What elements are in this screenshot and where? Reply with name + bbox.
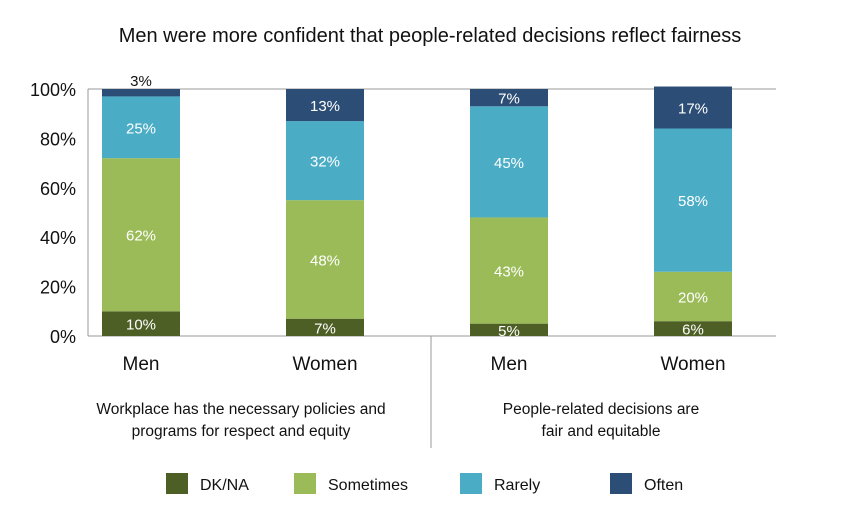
data-label: 3% — [130, 73, 152, 90]
bar-segment — [102, 311, 180, 336]
data-label: 32% — [310, 154, 340, 171]
y-tick-label: 60% — [40, 179, 76, 199]
data-label: 45% — [494, 155, 524, 172]
legend-label: Often — [644, 477, 683, 494]
y-tick-label: 20% — [40, 278, 76, 298]
group-label-line: People-related decisions are — [503, 401, 699, 418]
category-labels: Men Women Men Women — [123, 354, 726, 375]
data-label: 6% — [682, 322, 704, 339]
legend-swatch — [610, 473, 632, 494]
data-label: 25% — [126, 120, 156, 137]
data-label: 7% — [498, 91, 520, 108]
data-label: 10% — [126, 317, 156, 334]
bar-segment — [470, 323, 548, 336]
legend-swatch — [294, 473, 316, 494]
y-tick-label: 40% — [40, 228, 76, 248]
data-label: 58% — [678, 193, 708, 210]
data-label: 43% — [494, 264, 524, 281]
bar-segment — [286, 318, 364, 336]
group-label-line: programs for respect and equity — [132, 423, 351, 440]
y-tick-label: 80% — [40, 129, 76, 149]
bar-segment — [286, 89, 364, 122]
bar-segment — [654, 321, 732, 336]
bar-segment — [102, 158, 180, 312]
y-tick-label: 100% — [30, 80, 76, 100]
x-category-label: Men — [123, 354, 160, 375]
bar-segment — [654, 86, 732, 129]
x-category-label: Women — [660, 354, 725, 375]
bar-segment — [470, 89, 548, 107]
bar-segment — [102, 89, 180, 97]
bar-segment — [286, 121, 364, 201]
data-label: 13% — [310, 98, 340, 115]
legend-swatch — [166, 473, 188, 494]
group-label-line: fair and equitable — [542, 423, 661, 440]
legend-label: Rarely — [494, 477, 540, 494]
bar-segment — [654, 128, 732, 272]
data-label: 20% — [678, 289, 708, 306]
x-category-label: Women — [292, 354, 357, 375]
legend-label: Sometimes — [328, 477, 408, 494]
bar-segment — [102, 96, 180, 159]
bar-segment — [286, 200, 364, 319]
y-axis: 0% 20% 40% 60% 80% 100% — [30, 80, 776, 347]
group-label-line: Workplace has the necessary policies and — [96, 401, 385, 418]
data-label: 7% — [314, 320, 336, 337]
y-tick-label: 0% — [50, 327, 76, 347]
x-category-label: Men — [491, 354, 528, 375]
legend-label: DK/NA — [200, 477, 249, 494]
data-label: 62% — [126, 228, 156, 245]
data-label: 5% — [498, 323, 520, 340]
bar-segment — [654, 271, 732, 322]
legend: DK/NA Sometimes Rarely Often — [166, 473, 683, 494]
bar-segment — [470, 217, 548, 324]
group-labels: Workplace has the necessary policies and… — [96, 336, 699, 448]
data-label: 17% — [678, 101, 708, 118]
data-label: 48% — [310, 252, 340, 269]
bars: 10% 62% 25% 3% 7% 48% 32% 13% 5% 43% 45% 7% 6% 20% 58%… — [102, 73, 732, 340]
legend-swatch — [460, 473, 482, 494]
bar-segment — [470, 106, 548, 218]
chart-title: Men were more confident that people-rela… — [119, 25, 742, 47]
